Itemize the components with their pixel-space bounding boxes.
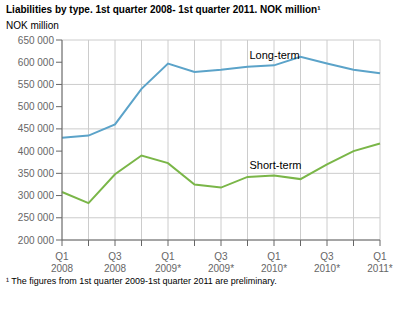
svg-text:650 000: 650 000 <box>18 35 55 46</box>
svg-text:Q32010*: Q32010* <box>314 251 340 274</box>
svg-text:250 000: 250 000 <box>18 212 55 223</box>
svg-text:Short-term: Short-term <box>250 159 302 171</box>
svg-text:500 000: 500 000 <box>18 101 55 112</box>
svg-text:Q12008: Q12008 <box>51 251 74 274</box>
svg-text:Long-term: Long-term <box>250 49 300 61</box>
svg-text:Q32009*: Q32009* <box>208 251 234 274</box>
html-text:NOK million: NOK million <box>6 20 59 31</box>
svg-text:600 000: 600 000 <box>18 57 55 68</box>
svg-text:400 000: 400 000 <box>18 146 55 157</box>
svg-text:200 000: 200 000 <box>18 235 55 246</box>
svg-text:Q32008: Q32008 <box>104 251 127 274</box>
html-text:Liabilities by type. 1st quart: Liabilities by type. 1st quarter 2008- 1… <box>6 4 321 15</box>
svg-text:450 000: 450 000 <box>18 123 55 134</box>
svg-text:550 000: 550 000 <box>18 79 55 90</box>
html-text:¹ The figures from 1st quarter: ¹ The figures from 1st quarter 2009-1st … <box>6 276 277 286</box>
svg-text:Q12011*: Q12011* <box>367 251 392 274</box>
svg-text:Q12010*: Q12010* <box>261 251 287 274</box>
svg-text:300 000: 300 000 <box>18 190 55 201</box>
svg-text:Q12009*: Q12009* <box>155 251 181 274</box>
svg-text:350 000: 350 000 <box>18 168 55 179</box>
